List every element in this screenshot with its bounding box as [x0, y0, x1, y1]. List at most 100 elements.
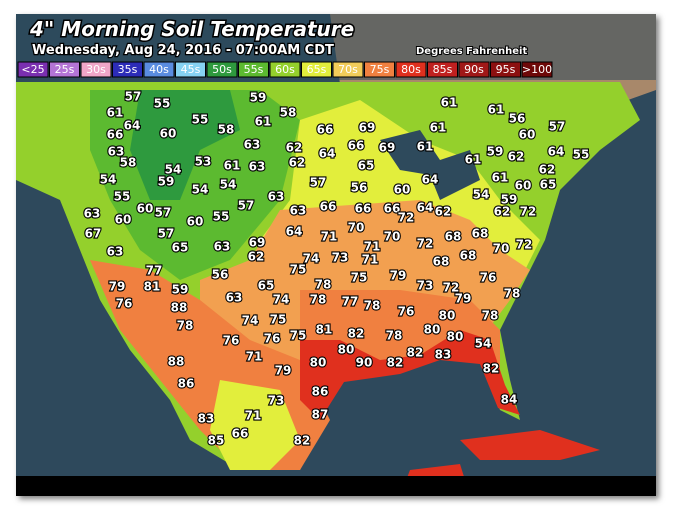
soil-reading: 82 [294, 434, 311, 448]
soil-reading: 64 [548, 145, 565, 159]
soil-reading: 68 [445, 230, 462, 244]
soil-reading: 60 [115, 213, 132, 227]
legend-label: 80s [401, 63, 421, 76]
soil-reading: 59 [250, 91, 267, 105]
soil-reading: 76 [116, 297, 133, 311]
soil-reading: 67 [85, 227, 102, 241]
soil-reading: 71 [246, 350, 263, 364]
soil-reading: 82 [483, 362, 500, 376]
soil-reading: 78 [482, 309, 499, 323]
soil-reading: 61 [255, 115, 272, 129]
soil-reading: 58 [280, 106, 297, 120]
soil-reading: 57 [310, 176, 327, 190]
soil-reading: 76 [223, 334, 240, 348]
soil-reading: 66 [384, 202, 401, 216]
soil-reading: 55 [154, 97, 171, 111]
soil-reading: 88 [171, 301, 188, 315]
legend-swatch [206, 61, 238, 78]
soil-reading: 65 [172, 241, 189, 255]
soil-reading: 78 [504, 287, 521, 301]
soil-reading: 54 [220, 178, 237, 192]
soil-reading: 75 [290, 263, 307, 277]
soil-reading: 74 [273, 293, 290, 307]
soil-reading: 80 [338, 343, 355, 357]
soil-reading: 63 [214, 240, 231, 254]
soil-reading: 60 [519, 128, 536, 142]
soil-reading: 87 [312, 408, 329, 422]
soil-reading: 57 [155, 206, 172, 220]
soil-reading: 64 [417, 201, 434, 215]
soil-reading: 62 [508, 150, 525, 164]
soil-reading: 54 [100, 173, 117, 187]
soil-reading: 78 [386, 329, 403, 343]
soil-reading: 64 [319, 147, 336, 161]
soil-reading: 63 [107, 245, 124, 259]
soil-reading: 71 [364, 240, 381, 254]
legend-swatch [238, 61, 269, 78]
soil-reading: 56 [212, 268, 229, 282]
legend-label: 45s [181, 63, 201, 76]
soil-reading: 72 [417, 237, 434, 251]
soil-reading: 55 [114, 190, 131, 204]
title: 4" Morning Soil Temperature [29, 17, 354, 41]
soil-reading: 76 [398, 305, 415, 319]
soil-reading: 65 [258, 279, 275, 293]
cuba [460, 430, 600, 460]
soil-reading: 54 [192, 183, 209, 197]
band-80 [300, 330, 520, 420]
soil-reading: 66 [232, 427, 249, 441]
soil-reading: 73 [268, 394, 285, 408]
legend: <25 25s 30s 35s 40s 45s 50s 55s 60s 65s 70s 75s 80s 8… [17, 61, 553, 78]
soil-reading: 68 [460, 249, 477, 263]
soil-reading: 85 [208, 434, 225, 448]
soil-reading: 62 [494, 205, 511, 219]
soil-reading: 56 [509, 112, 526, 126]
mexico-highland [210, 380, 300, 470]
soil-reading: 78 [310, 293, 327, 307]
soil-reading: 54 [475, 337, 492, 351]
soil-reading: 77 [146, 264, 163, 278]
legend-label: 35s [118, 63, 138, 76]
soil-reading: 63 [290, 204, 307, 218]
soil-reading: 72 [443, 281, 460, 295]
soil-reading: 79 [275, 364, 292, 378]
soil-reading: 61 [441, 96, 458, 110]
soil-reading: 65 [540, 178, 557, 192]
soil-reading: 86 [312, 385, 329, 399]
soil-reading: 61 [430, 121, 447, 135]
soil-reading: 66 [355, 202, 372, 216]
soil-reading: 75 [290, 329, 307, 343]
legend-label: 50s [212, 63, 232, 76]
soil-reading: 69 [359, 121, 376, 135]
legend-swatch [490, 61, 521, 78]
subtitle: Wednesday, Aug 24, 2016 - 07:00AM CDT [32, 43, 334, 58]
legend-swatch [49, 61, 80, 78]
soil-reading: 54 [473, 188, 490, 202]
legend-swatch [175, 61, 206, 78]
soil-reading: 73 [417, 279, 434, 293]
soil-reading: 76 [480, 271, 497, 285]
soil-reading: 57 [158, 227, 175, 241]
soil-reading: 60 [187, 215, 204, 229]
soil-reading: 61 [492, 171, 509, 185]
legend-label: 65s [307, 63, 327, 76]
soil-reading: 66 [348, 139, 365, 153]
soil-reading: 55 [192, 113, 209, 127]
legend-swatch [521, 61, 553, 78]
legend-label: 70s [338, 63, 358, 76]
soil-reading: 64 [422, 173, 439, 187]
soil-reading: 83 [435, 348, 452, 362]
soil-reading: 63 [249, 160, 266, 174]
legend-swatch [332, 61, 364, 78]
soil-reading: 72 [520, 205, 537, 219]
soil-reading: 63 [268, 190, 285, 204]
soil-reading: 79 [455, 292, 472, 306]
bottom-bar [16, 476, 656, 496]
soil-reading: 57 [549, 120, 566, 134]
soil-reading: 62 [539, 163, 556, 177]
soil-reading: 79 [390, 269, 407, 283]
soil-reading: 58 [218, 123, 235, 137]
legend-swatch [364, 61, 395, 78]
soil-reading: 63 [84, 207, 101, 221]
soil-reading: 88 [168, 355, 185, 369]
